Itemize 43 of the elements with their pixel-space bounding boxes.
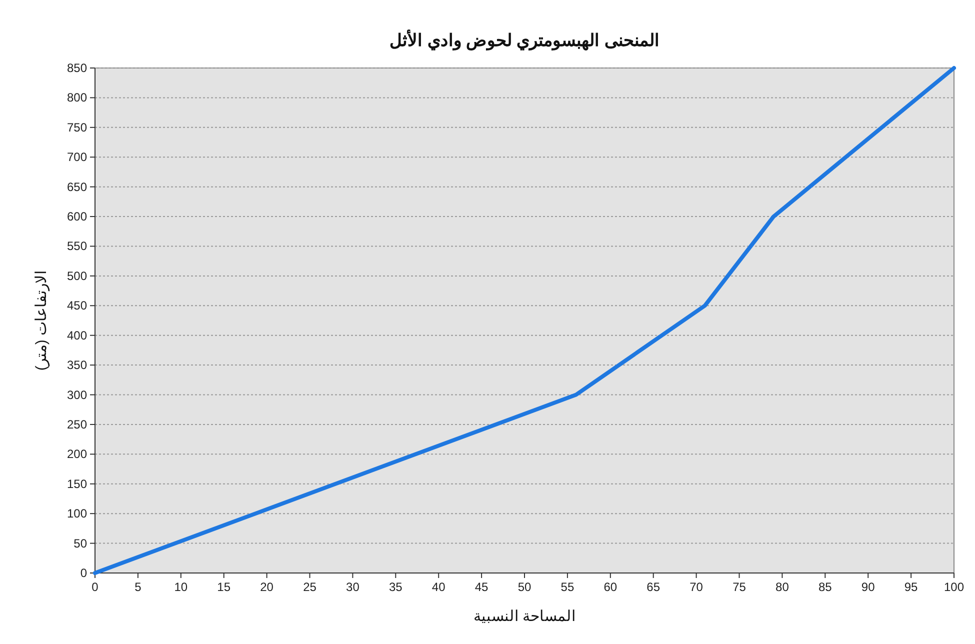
chart-title: المنحنى الهبسومتري لحوض وادي الأثل [390, 29, 660, 51]
x-tick-label: 85 [818, 580, 832, 594]
y-axis-title: الارتفاعات (متر) [33, 270, 50, 371]
y-tick-label: 200 [66, 447, 88, 462]
y-tick-label: 800 [66, 90, 88, 105]
y-tick-label: 150 [66, 476, 88, 491]
y-tick-label: 600 [66, 210, 88, 224]
x-tick-label: 50 [518, 580, 532, 594]
y-tick-label: 0 [80, 566, 88, 580]
x-tick-label: 65 [646, 580, 660, 594]
y-tick-label: 350 [66, 358, 88, 372]
y-tick-label: 250 [66, 417, 88, 432]
x-tick-label: 90 [861, 580, 876, 594]
line-series [93, 66, 956, 575]
x-tick-label: 20 [260, 580, 274, 594]
x-tick-label: 5 [134, 580, 142, 594]
x-tick-label: 70 [690, 580, 704, 594]
x-tick-label: 0 [92, 580, 99, 594]
y-tick-label: 100 [66, 506, 88, 521]
x-tick-label: 100 [944, 580, 964, 594]
y-tick-label: 550 [66, 239, 88, 254]
x-tick-label: 15 [217, 580, 231, 594]
x-tick-label: 95 [904, 580, 918, 594]
y-tick-label: 500 [66, 268, 88, 283]
x-tick-label: 10 [174, 580, 188, 594]
x-tick-label: 80 [776, 580, 790, 594]
x-tick-label: 60 [604, 580, 618, 594]
y-tick-label: 300 [66, 388, 88, 402]
y-tick-label: 50 [74, 536, 88, 550]
y-tick-label: 650 [66, 180, 88, 194]
x-tick-label: 30 [346, 580, 360, 594]
x-tick-label: 40 [432, 580, 446, 594]
y-tick-label: 400 [66, 328, 88, 342]
x-tick-label: 35 [388, 580, 403, 594]
y-tick-label: 450 [66, 298, 88, 313]
y-tick-label: 850 [66, 61, 88, 75]
x-tick-label: 55 [560, 580, 574, 594]
y-tick-label: 750 [66, 120, 88, 134]
x-axis-title: المساحة النسبية [473, 608, 576, 625]
x-tick-label: 75 [732, 580, 746, 594]
x-tick-label: 25 [303, 580, 317, 594]
y-tick-label: 700 [66, 150, 88, 164]
x-tick-label: 45 [474, 580, 489, 594]
